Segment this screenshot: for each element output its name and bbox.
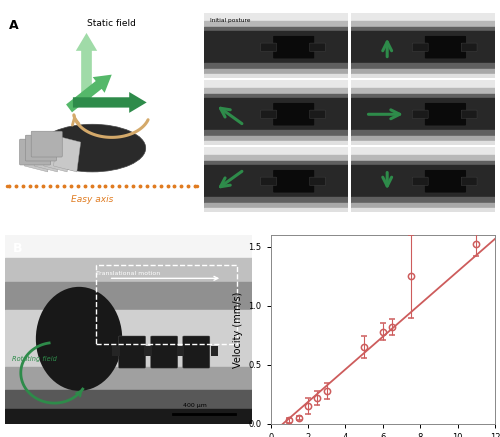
Bar <box>352 13 495 21</box>
Text: B: B <box>12 243 22 255</box>
Text: Rotating field: Rotating field <box>12 356 58 362</box>
Bar <box>352 80 495 88</box>
Bar <box>352 203 495 208</box>
Bar <box>204 155 348 161</box>
Bar <box>5 310 252 367</box>
Text: Initial posture: Initial posture <box>210 18 250 23</box>
Bar <box>204 27 348 31</box>
Ellipse shape <box>39 124 146 172</box>
Text: 400 μm: 400 μm <box>182 403 206 408</box>
Bar <box>204 141 348 145</box>
Bar <box>204 198 348 203</box>
Bar <box>352 98 495 130</box>
FancyBboxPatch shape <box>20 139 50 165</box>
Ellipse shape <box>36 287 122 391</box>
Bar <box>352 155 495 161</box>
Bar <box>179 347 186 356</box>
Bar <box>204 203 348 208</box>
FancyBboxPatch shape <box>273 36 314 59</box>
FancyBboxPatch shape <box>260 177 276 185</box>
Bar <box>204 94 348 98</box>
Bar <box>204 74 348 77</box>
Bar <box>204 80 348 88</box>
Bar <box>96 265 237 344</box>
Bar <box>352 165 495 198</box>
Text: Static field: Static field <box>88 19 136 28</box>
Bar <box>204 98 348 130</box>
Bar <box>5 235 252 257</box>
FancyBboxPatch shape <box>31 131 62 157</box>
Bar <box>352 161 495 165</box>
Polygon shape <box>34 136 62 172</box>
FancyBboxPatch shape <box>461 110 477 118</box>
Bar <box>352 69 495 74</box>
FancyBboxPatch shape <box>424 170 467 193</box>
Bar <box>352 63 495 69</box>
FancyBboxPatch shape <box>412 110 428 118</box>
FancyArrow shape <box>66 75 112 112</box>
FancyBboxPatch shape <box>461 177 477 185</box>
FancyArrow shape <box>73 92 146 113</box>
FancyBboxPatch shape <box>260 43 276 52</box>
Text: Easy axis: Easy axis <box>71 194 114 204</box>
Bar <box>352 208 495 212</box>
Bar <box>147 347 154 356</box>
Bar <box>204 130 348 135</box>
FancyBboxPatch shape <box>310 43 326 52</box>
FancyBboxPatch shape <box>424 103 467 126</box>
Bar <box>144 347 152 356</box>
Bar <box>204 165 348 198</box>
FancyBboxPatch shape <box>424 36 467 59</box>
Bar <box>204 161 348 165</box>
FancyBboxPatch shape <box>118 336 146 368</box>
Bar <box>352 147 495 155</box>
FancyBboxPatch shape <box>182 336 210 368</box>
FancyBboxPatch shape <box>150 336 178 368</box>
Bar <box>204 88 348 94</box>
Bar <box>352 74 495 77</box>
FancyBboxPatch shape <box>412 177 428 185</box>
Bar <box>5 282 252 310</box>
Bar <box>204 147 348 155</box>
Bar <box>5 409 252 424</box>
Bar <box>352 27 495 31</box>
Bar <box>112 347 120 356</box>
Bar <box>211 347 218 356</box>
FancyBboxPatch shape <box>260 110 276 118</box>
Text: Translational motion: Translational motion <box>96 271 160 276</box>
Bar <box>352 130 495 135</box>
Bar <box>352 94 495 98</box>
FancyBboxPatch shape <box>273 103 314 126</box>
Bar <box>204 135 348 141</box>
FancyBboxPatch shape <box>461 43 477 52</box>
Bar <box>352 135 495 141</box>
FancyArrow shape <box>76 33 97 102</box>
FancyBboxPatch shape <box>310 110 326 118</box>
Bar <box>5 390 252 409</box>
Bar <box>5 257 252 282</box>
Bar <box>352 198 495 203</box>
Polygon shape <box>44 136 71 172</box>
Bar <box>352 88 495 94</box>
Bar <box>352 21 495 27</box>
FancyBboxPatch shape <box>412 43 428 52</box>
Bar <box>204 21 348 27</box>
FancyBboxPatch shape <box>273 170 314 193</box>
Polygon shape <box>24 136 52 172</box>
Text: A: A <box>9 19 18 32</box>
Bar <box>352 141 495 145</box>
Bar <box>204 69 348 74</box>
Bar <box>204 31 348 63</box>
FancyBboxPatch shape <box>310 177 326 185</box>
Y-axis label: Velocity (mm/s): Velocity (mm/s) <box>233 291 243 368</box>
FancyBboxPatch shape <box>26 135 56 161</box>
Bar <box>204 208 348 212</box>
Bar <box>5 367 252 390</box>
Bar <box>204 13 348 21</box>
Polygon shape <box>54 136 80 172</box>
Bar <box>204 63 348 69</box>
Bar <box>352 31 495 63</box>
Bar <box>176 347 184 356</box>
